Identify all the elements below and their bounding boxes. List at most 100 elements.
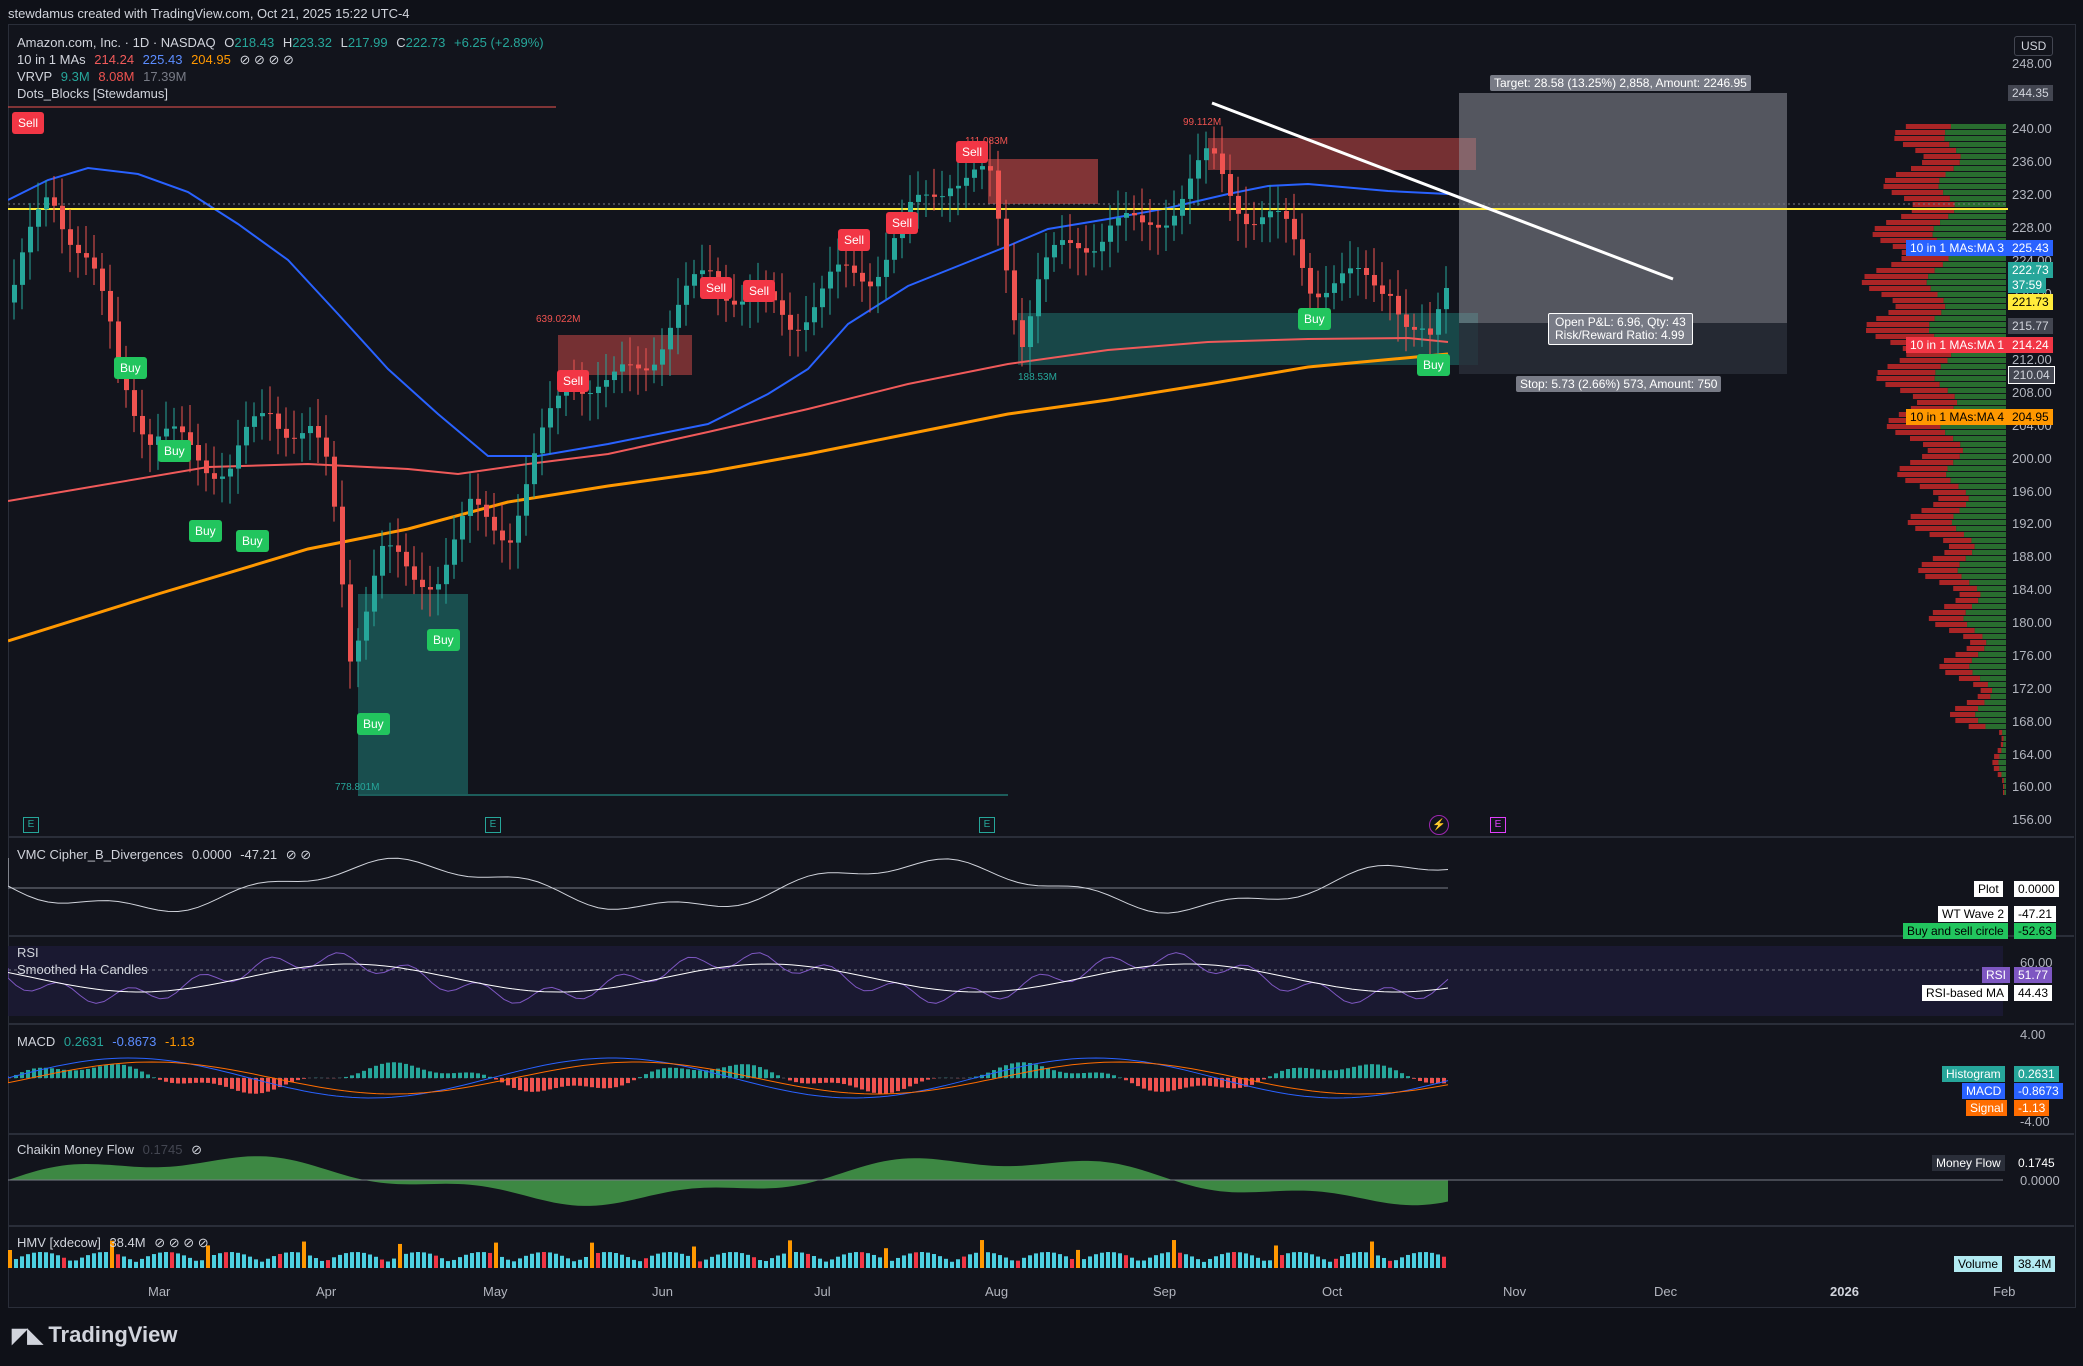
- vrvp-legend[interactable]: VRVP 9.3M 8.08M 17.39M: [17, 69, 191, 84]
- candle-body: [1348, 268, 1353, 274]
- buy-signal: Buy: [114, 357, 147, 379]
- candle-body: [20, 252, 25, 285]
- visibility-icons[interactable]: ⊘ ⊘ ⊘ ⊘: [239, 52, 294, 67]
- volume-profile-bar-down: [1891, 190, 1944, 195]
- macd-histogram-bar: [1388, 1067, 1392, 1078]
- earnings-icon[interactable]: E: [23, 817, 39, 833]
- price-tag-215: 215.77: [2008, 318, 2053, 334]
- volume-profile-bar-up: [1934, 268, 2006, 273]
- mas-legend[interactable]: 10 in 1 MAs 214.24 225.43 204.95 ⊘ ⊘ ⊘ ⊘: [17, 52, 299, 68]
- macd-histogram-bar: [986, 1072, 990, 1078]
- visibility-icon[interactable]: ⊘: [191, 1142, 202, 1157]
- open-label: O: [224, 35, 235, 50]
- low-label: L: [340, 35, 348, 50]
- volume-profile-bar-up: [1980, 592, 2006, 597]
- volume-profile-bar-down: [1876, 316, 1935, 321]
- candle-body: [1188, 178, 1193, 199]
- volume-bar: [374, 1256, 378, 1268]
- indicator-panes[interactable]: [8, 838, 2008, 1278]
- dots-legend[interactable]: Dots_Blocks [Stewdamus]: [17, 86, 173, 101]
- macd-histogram-bar: [194, 1078, 198, 1083]
- hmv-legend[interactable]: HMV [xdecow] 38.4M ⊘ ⊘ ⊘ ⊘: [17, 1235, 214, 1251]
- lightning-icon[interactable]: ⚡: [1429, 815, 1449, 835]
- candle-body: [388, 545, 393, 547]
- earnings-icon[interactable]: E: [1490, 817, 1506, 833]
- volume-profile-bar-up: [1969, 580, 2006, 585]
- cipher-legend[interactable]: VMC Cipher_B_Divergences 0.0000 -47.21 ⊘…: [17, 847, 316, 863]
- candle-body: [1084, 248, 1089, 253]
- tradingview-logo[interactable]: ◤◣ TradingView: [12, 1322, 178, 1348]
- candle-body: [828, 271, 833, 289]
- volume-profile-bar-down: [2003, 790, 2005, 795]
- macd-histogram-bar: [854, 1078, 858, 1088]
- pane-divider[interactable]: [8, 1023, 2074, 1025]
- volume-profile-bar-up: [1971, 538, 2006, 543]
- candle-body: [60, 205, 65, 230]
- candle-body: [732, 300, 737, 305]
- volume-bar: [704, 1259, 708, 1268]
- volume-profile-bar-down: [1933, 490, 1966, 495]
- candle-body: [1236, 195, 1241, 214]
- volume-profile-bar-down: [1904, 196, 1950, 201]
- macd-histogram-bar: [1274, 1073, 1278, 1078]
- volume-bar: [560, 1255, 564, 1268]
- candle-body: [1252, 224, 1257, 226]
- volume-bar: [170, 1252, 174, 1268]
- candle-body: [1396, 295, 1401, 315]
- pane-divider[interactable]: [8, 836, 2074, 838]
- macd-v1: 0.2631: [63, 1034, 104, 1049]
- candle-body: [484, 504, 489, 517]
- candle-body: [932, 194, 937, 197]
- volume-profile-bar-down: [1918, 568, 1958, 573]
- macd-histogram-bar: [254, 1078, 258, 1094]
- earnings-icon[interactable]: E: [485, 817, 501, 833]
- cmf-legend[interactable]: Chaikin Money Flow 0.1745 ⊘: [17, 1142, 207, 1158]
- volume-profile-bar-down: [1905, 478, 1951, 483]
- volume-bar: [422, 1252, 426, 1268]
- currency-button[interactable]: USD: [2014, 36, 2054, 56]
- volume-profile-bar-up: [1945, 304, 2006, 309]
- candle-body: [252, 416, 257, 427]
- volume-bar: [686, 1255, 690, 1268]
- macd-histogram-bar: [1262, 1078, 1266, 1080]
- volume-bar: [1124, 1255, 1128, 1268]
- rsi-legend[interactable]: RSI: [17, 945, 44, 960]
- candle-body: [300, 433, 305, 439]
- visibility-icon[interactable]: ⊘ ⊘: [285, 847, 312, 862]
- position-info-box[interactable]: Open P&L: 6.96, Qty: 43 Risk/Reward Rati…: [1548, 313, 1693, 345]
- macd-histogram-bar: [62, 1069, 66, 1078]
- macd-histogram-bar: [104, 1065, 108, 1078]
- visibility-icon[interactable]: ⊘ ⊘ ⊘ ⊘: [154, 1235, 209, 1250]
- symbol-name[interactable]: Amazon.com, Inc. · 1D · NASDAQ: [17, 35, 216, 50]
- position-stop-label[interactable]: Stop: 5.73 (2.66%) 573, Amount: 750: [1516, 376, 1722, 392]
- price-axis-label: 160.00: [2012, 779, 2052, 794]
- macd-legend[interactable]: MACD 0.2631 -0.8673 -1.13: [17, 1034, 200, 1049]
- macd-histogram-bar: [518, 1078, 522, 1091]
- macd-histogram-bar: [482, 1074, 486, 1078]
- volume-profile-bar-up: [1954, 202, 2006, 207]
- volume-bar: [296, 1252, 300, 1268]
- volume-profile-bar-down: [1877, 370, 1936, 375]
- volume-bar: [200, 1260, 204, 1268]
- macd-macd-label: MACD: [1962, 1083, 2006, 1099]
- pane-divider[interactable]: [8, 1225, 2074, 1227]
- macd-histogram-bar: [1112, 1075, 1116, 1078]
- earnings-icon[interactable]: E: [979, 817, 995, 833]
- macd-histogram-bar: [140, 1071, 144, 1078]
- macd-histogram-bar: [362, 1070, 366, 1078]
- macd-histogram-bar: [812, 1078, 816, 1084]
- macd-histogram-bar: [1370, 1064, 1374, 1078]
- macd-histogram-bar: [632, 1078, 636, 1081]
- candle-body: [332, 456, 337, 507]
- candle-body: [380, 545, 385, 576]
- price-chart[interactable]: [8, 24, 2008, 834]
- pane-divider[interactable]: [8, 1133, 2074, 1135]
- pane-divider[interactable]: [8, 935, 2074, 937]
- volume-bar: [1076, 1249, 1080, 1268]
- candle-body: [516, 515, 521, 543]
- ha-legend[interactable]: Smoothed Ha Candles: [17, 962, 153, 977]
- position-target-label[interactable]: Target: 28.58 (13.25%) 2,858, Amount: 22…: [1490, 75, 1751, 91]
- volume-bar: [1100, 1252, 1104, 1268]
- volume-bar: [614, 1253, 618, 1268]
- volume-profile-bar-down: [1999, 730, 2003, 735]
